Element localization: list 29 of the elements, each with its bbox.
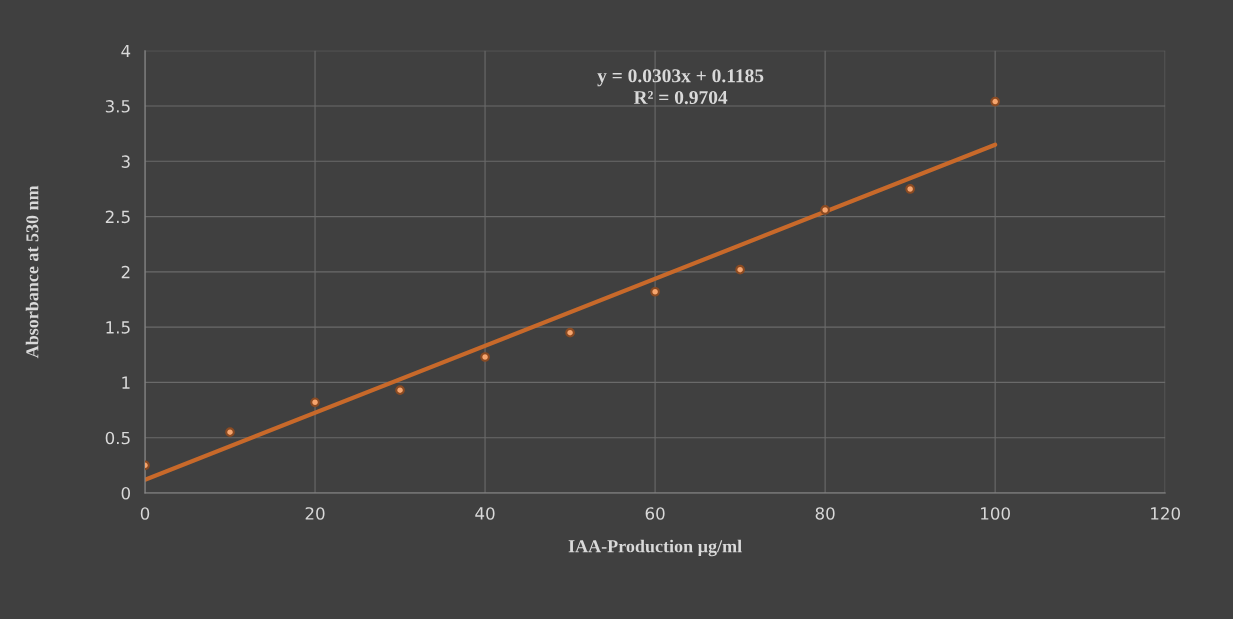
y-tick-label: 3.5: [105, 100, 130, 113]
point: [905, 184, 915, 194]
y-tick-label: 1.5: [106, 321, 130, 334]
point: [735, 264, 745, 275]
y-tick-label: 3: [121, 155, 130, 168]
y-tick-label: 2.5: [105, 210, 130, 224]
y-tick-label: 4: [121, 44, 131, 58]
point: [310, 397, 320, 408]
y-tick-label: 1: [122, 376, 130, 389]
point: [225, 427, 235, 438]
point: [990, 96, 1000, 107]
x-tick-label: 80: [815, 507, 835, 520]
x-tick-label: 120: [1151, 507, 1180, 520]
point: [820, 205, 830, 215]
y-tick-label: 0: [121, 486, 131, 500]
y-tick-label: 0.5: [105, 431, 130, 445]
x-tick-label: 60: [645, 507, 665, 520]
x-tick-label: 20: [305, 507, 325, 520]
x-tick-label: 40: [475, 507, 495, 520]
point: [395, 385, 405, 395]
x-tick-label: 0: [140, 507, 150, 520]
annotation: y = 0.0303x + 0.1185 R² = 0.9704: [597, 69, 764, 105]
y-axis-title: Absorbance at 530 nm: [25, 185, 39, 359]
y-tick-label: 2: [121, 265, 130, 279]
point: [565, 327, 575, 338]
point: [480, 352, 490, 362]
x-tick-label: 100: [981, 507, 1010, 520]
x-axis-title: IAA-Production µg/ml: [568, 539, 742, 557]
point: [650, 286, 660, 297]
